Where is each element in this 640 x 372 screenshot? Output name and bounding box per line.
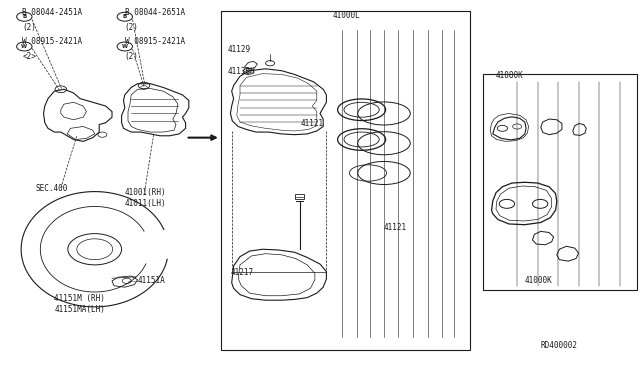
- Text: 41151A: 41151A: [138, 276, 165, 285]
- Text: 41000K: 41000K: [525, 276, 552, 285]
- Text: 41138H: 41138H: [227, 67, 255, 76]
- Text: 41151M (RH): 41151M (RH): [54, 294, 105, 303]
- Text: RD400002: RD400002: [541, 341, 578, 350]
- Text: 41011(LH): 41011(LH): [125, 199, 166, 208]
- Text: 41151MA(LH): 41151MA(LH): [54, 305, 105, 314]
- Bar: [483, 74, 637, 290]
- Text: B 08044-2451A: B 08044-2451A: [22, 8, 83, 17]
- Text: 41217: 41217: [230, 268, 253, 277]
- Text: (2): (2): [125, 23, 139, 32]
- Text: B: B: [123, 14, 127, 19]
- Text: 41129: 41129: [227, 45, 250, 54]
- Text: 41121: 41121: [384, 224, 407, 232]
- Text: W 08915-2421A: W 08915-2421A: [22, 38, 83, 46]
- Text: (2): (2): [22, 23, 36, 32]
- Text: SEC.400: SEC.400: [35, 185, 68, 193]
- Text: 41000L: 41000L: [333, 12, 360, 20]
- Text: B 08044-2651A: B 08044-2651A: [125, 8, 185, 17]
- Text: <2>: <2>: [22, 52, 36, 61]
- Text: W: W: [21, 44, 28, 49]
- Text: W: W: [122, 44, 128, 49]
- Text: 41121: 41121: [301, 119, 324, 128]
- Text: W 08915-2421A: W 08915-2421A: [125, 38, 185, 46]
- Bar: [221, 11, 470, 350]
- Text: (2): (2): [125, 52, 139, 61]
- Text: B: B: [22, 14, 26, 19]
- Text: 41001(RH): 41001(RH): [125, 188, 166, 197]
- Text: 41080K: 41080K: [496, 71, 524, 80]
